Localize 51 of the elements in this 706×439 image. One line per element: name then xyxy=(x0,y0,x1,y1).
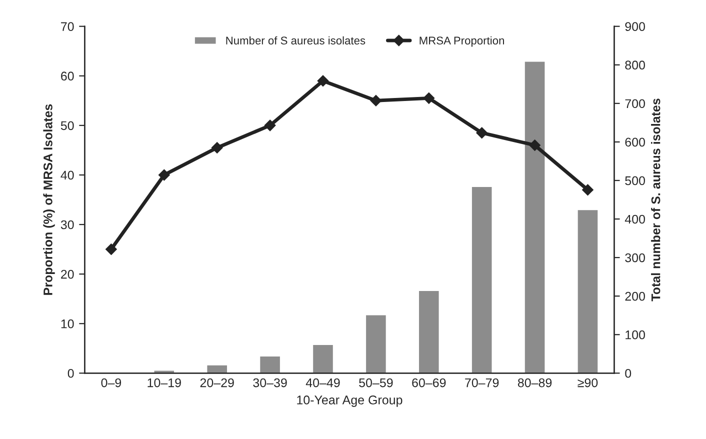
x-tick-label: 10–19 xyxy=(148,378,181,388)
y2-tick-label: 900 xyxy=(625,22,646,31)
y-tick-label: 60 xyxy=(61,72,74,81)
point xyxy=(476,127,488,138)
y-tick-label: 20 xyxy=(61,270,74,279)
y2-tick-label: 700 xyxy=(625,99,646,108)
y2-tick-label: 0 xyxy=(625,368,632,378)
legend-label: Number of S aureus isolates xyxy=(226,36,366,44)
point xyxy=(106,244,117,255)
y-tick-label: 40 xyxy=(60,170,74,180)
y2-tick-label: 500 xyxy=(625,176,646,186)
x-tick-label: 0–9 xyxy=(101,378,122,388)
point xyxy=(423,92,434,104)
bar xyxy=(206,364,228,374)
bar xyxy=(258,355,282,374)
point xyxy=(211,142,223,154)
point xyxy=(158,169,170,181)
point xyxy=(317,75,329,86)
bar xyxy=(364,314,388,374)
x-tick-label: 80–89 xyxy=(518,378,552,388)
y2-axis-title: Total number of S. aureus isolates xyxy=(651,98,660,302)
x-tick-label: 40–49 xyxy=(306,378,340,388)
y-tick-label: 70 xyxy=(61,22,74,31)
y2-tick-label: 600 xyxy=(625,138,646,147)
y-tick-label: 0 xyxy=(68,368,74,378)
x-tick-label: 70–79 xyxy=(465,378,499,388)
x-tick-label: 50–59 xyxy=(359,378,393,388)
point xyxy=(529,140,540,151)
point xyxy=(264,120,276,132)
y2-tick-label: 400 xyxy=(624,214,646,224)
bar xyxy=(576,208,600,374)
y2-tick-label: 100 xyxy=(626,330,646,340)
x-tick-label: 60–69 xyxy=(412,378,446,388)
point xyxy=(582,184,594,196)
x-tick-label: 30–39 xyxy=(253,378,287,388)
y2-tick-label: 800 xyxy=(625,60,646,70)
bar xyxy=(524,60,546,374)
y-tick-label: 30 xyxy=(60,220,74,230)
legend-label: MRSA Proportion xyxy=(420,36,504,47)
x-axis-title: 10-Year Age Group xyxy=(297,396,402,407)
y2-tick-label: 300 xyxy=(625,253,646,262)
y2-tick-label: 200 xyxy=(625,292,646,301)
y-tick-label: 10 xyxy=(61,319,74,328)
x-tick-label: 20–29 xyxy=(200,378,234,388)
bar xyxy=(470,186,494,374)
bar xyxy=(312,344,334,374)
y-axis-title: Proportion (%) of MRSA Isolates xyxy=(43,104,55,295)
point xyxy=(370,95,382,106)
bar xyxy=(418,290,440,374)
y-tick-label: 50 xyxy=(60,121,74,130)
x-tick-label: ≥90 xyxy=(578,378,598,388)
